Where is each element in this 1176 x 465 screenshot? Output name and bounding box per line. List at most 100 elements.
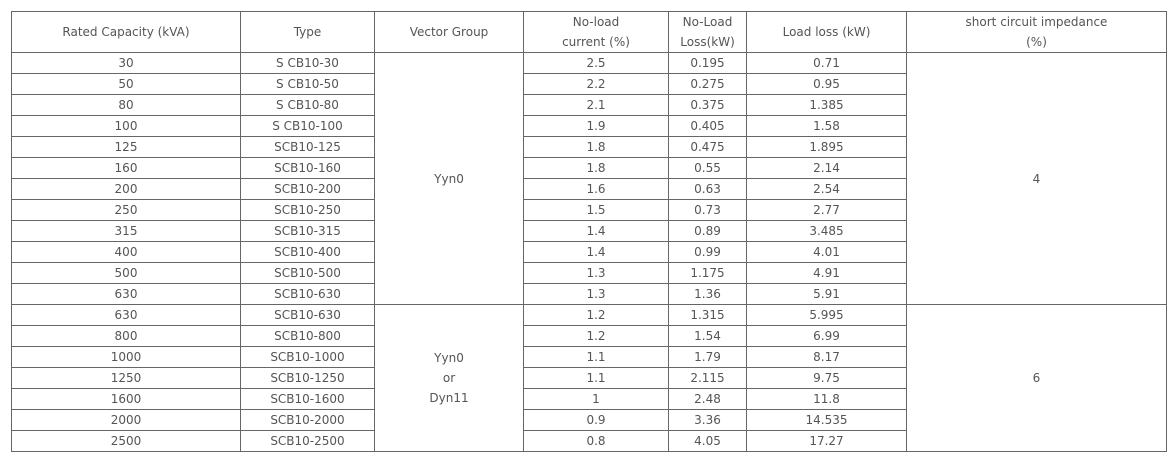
cell: 0.71 [746, 52, 907, 74]
cell: 2.14 [746, 157, 907, 179]
cell: 1 [523, 388, 669, 410]
table-wrap: Rated Capacity (kVA) Type Vector Group No-l… [11, 11, 1167, 452]
cell: 125 [11, 136, 241, 158]
header-cell: No-Load Loss(kW) [668, 11, 747, 53]
cell: 0.73 [668, 199, 747, 221]
cell: 1.175 [668, 262, 747, 284]
cell: 630 [11, 283, 241, 305]
cell: 80 [11, 94, 241, 116]
cell: 1.385 [746, 94, 907, 116]
cell: 1.2 [523, 325, 669, 347]
vector-group-cell: Yyn0 [374, 52, 524, 305]
cell: 2.5 [523, 52, 669, 74]
cell-line: Loss(kW) [680, 35, 735, 49]
cell-line: Vector Group [409, 25, 489, 39]
cell: 2.48 [668, 388, 747, 410]
cell: S CB10-100 [240, 115, 375, 137]
cell-line: Rated Capacity (kVA) [62, 25, 190, 39]
cell: 0.55 [668, 157, 747, 179]
cell: 6.99 [746, 325, 907, 347]
cell: 50 [11, 73, 241, 95]
cell: SCB10-1000 [240, 346, 375, 368]
data-row: 630 SCB10-630 Yyn0 or Dyn11 1.2 1.315 5.995 6 [11, 304, 1167, 452]
cell: SCB10-400 [240, 241, 375, 263]
cell: 1.79 [668, 346, 747, 368]
cell: 500 [11, 262, 241, 284]
cell: 1.315 [668, 304, 747, 326]
cell: 2.54 [746, 178, 907, 200]
cell: SCB10-500 [240, 262, 375, 284]
cell: 14.535 [746, 409, 907, 431]
cell: SCB10-800 [240, 325, 375, 347]
cell: 1.8 [523, 157, 669, 179]
cell: 200 [11, 178, 241, 200]
cell: 2000 [11, 409, 241, 431]
impedance-cell: 6 [906, 304, 1167, 452]
cell: 160 [11, 157, 241, 179]
data-row: 1600 SCB10-1600 1 2.48 11.8 [11, 388, 1167, 410]
cell: 5.91 [746, 283, 907, 305]
header-row: Rated Capacity (kVA) Type Vector Group No-l… [11, 11, 1167, 53]
header-cell: Rated Capacity (kVA) [11, 11, 241, 53]
cell-line: current (%) [562, 35, 630, 49]
cell: SCB10-2500 [240, 430, 375, 452]
cell: SCB10-1250 [240, 367, 375, 389]
cell: 2500 [11, 430, 241, 452]
cell-line: No-Load [682, 15, 733, 29]
cell: 2.77 [746, 199, 907, 221]
data-row: 800 SCB10-800 1.2 1.54 6.99 [11, 325, 1167, 347]
cell: 1.58 [746, 115, 907, 137]
cell: 0.89 [668, 220, 747, 242]
cell: SCB10-1600 [240, 388, 375, 410]
cell: 9.75 [746, 367, 907, 389]
cell-line: Type [293, 25, 322, 39]
cell: SCB10-630 [240, 283, 375, 305]
cell-line: Yyn0 [434, 351, 464, 365]
data-row: 500 SCB10-500 1.3 1.175 4.91 [11, 262, 1167, 284]
cell: 4.05 [668, 430, 747, 452]
cell: 4.91 [746, 262, 907, 284]
cell: 1.895 [746, 136, 907, 158]
cell: 1.2 [523, 304, 669, 326]
cell: 250 [11, 199, 241, 221]
cell: 1.6 [523, 178, 669, 200]
cell: 0.99 [668, 241, 747, 263]
cell: S CB10-50 [240, 73, 375, 95]
cell: 1.1 [523, 367, 669, 389]
cell: 2.115 [668, 367, 747, 389]
header-cell: short circuit impedance (%) [906, 11, 1167, 53]
header-cell: No-load current (%) [523, 11, 669, 53]
cell: SCB10-630 [240, 304, 375, 326]
data-row: 125 SCB10-125 1.8 0.475 1.895 [11, 136, 1167, 158]
header-cell: Vector Group [374, 11, 524, 53]
cell: 0.275 [668, 73, 747, 95]
impedance-cell: 4 [906, 52, 1167, 305]
cell-line: short circuit impedance [965, 15, 1108, 29]
cell: 1.5 [523, 199, 669, 221]
data-row: 2000 SCB10-2000 0.9 3.36 14.535 [11, 409, 1167, 431]
cell: 17.27 [746, 430, 907, 452]
cell: 2.2 [523, 73, 669, 95]
data-row: 200 SCB10-200 1.6 0.63 2.54 [11, 178, 1167, 200]
cell: 400 [11, 241, 241, 263]
cell: SCB10-2000 [240, 409, 375, 431]
cell: 0.475 [668, 136, 747, 158]
cell-line: Load loss (kW) [782, 25, 871, 39]
cell: 0.63 [668, 178, 747, 200]
cell: SCB10-315 [240, 220, 375, 242]
cell: S CB10-80 [240, 94, 375, 116]
cell: 800 [11, 325, 241, 347]
cell: 1.3 [523, 262, 669, 284]
cell: S CB10-30 [240, 52, 375, 74]
cell: 100 [11, 115, 241, 137]
data-row: 30 S CB10-30 Yyn0 2.5 0.195 0.71 4 [11, 52, 1167, 305]
cell: SCB10-250 [240, 199, 375, 221]
cell: 1.9 [523, 115, 669, 137]
cell-line: (%) [1026, 35, 1047, 49]
cell: 1.54 [668, 325, 747, 347]
cell: 1.4 [523, 220, 669, 242]
vector-group-cell: Yyn0 or Dyn11 [374, 304, 524, 452]
cell: 1000 [11, 346, 241, 368]
cell-line: Dyn11 [429, 391, 469, 405]
